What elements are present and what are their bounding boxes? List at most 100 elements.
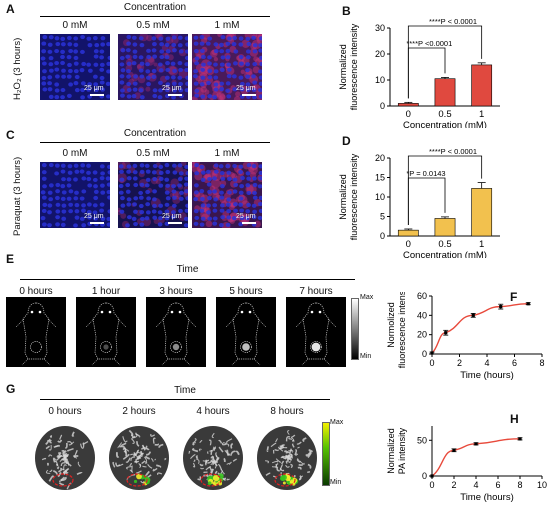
- nucleus: [138, 36, 144, 41]
- tissue-texture: [68, 441, 75, 446]
- tissue-texture: [211, 432, 215, 439]
- tissue-texture: [274, 449, 279, 452]
- nucleus: [245, 62, 251, 67]
- nucleus: [107, 209, 110, 214]
- tissue-texture: [215, 452, 218, 458]
- scale-label: 25 μm: [162, 85, 182, 92]
- nucleus: [258, 48, 262, 53]
- nucleus: [232, 189, 238, 194]
- tissue-texture: [285, 454, 293, 462]
- nucleus: [232, 163, 238, 169]
- nucleus: [60, 54, 65, 60]
- nucleus: [48, 183, 54, 188]
- tissue-texture: [122, 454, 130, 460]
- nucleus: [68, 48, 74, 54]
- nucleus: [238, 75, 244, 80]
- panel-c-col-1: 0.5 mM: [136, 148, 170, 159]
- nucleus: [158, 183, 164, 188]
- nucleus: [194, 162, 200, 168]
- tissue-texture: [198, 448, 202, 452]
- nucleus: [213, 69, 219, 74]
- tissue-texture: [141, 460, 146, 465]
- nucleus: [194, 215, 200, 221]
- nucleus: [233, 202, 238, 207]
- nucleus: [151, 68, 157, 74]
- tissue-texture: [217, 464, 223, 471]
- nucleus: [99, 202, 105, 207]
- nucleus: [119, 62, 125, 67]
- mouse-eye: [240, 310, 244, 314]
- nucleus: [251, 163, 257, 169]
- y-tick-label: 0: [422, 349, 427, 359]
- nucleus: [259, 61, 262, 67]
- nucleus: [225, 41, 231, 46]
- x-axis-label: Time (hours): [460, 492, 514, 503]
- panel-g-header-rule: [40, 399, 330, 400]
- bar: [434, 218, 456, 237]
- nucleus: [205, 41, 211, 46]
- nucleus: [100, 171, 105, 176]
- tissue-texture: [130, 456, 135, 461]
- nucleus: [100, 216, 106, 221]
- nucleus: [199, 82, 205, 87]
- nucleus: [172, 48, 177, 53]
- tissue-texture: [232, 458, 238, 462]
- tissue-texture: [80, 443, 85, 449]
- tissue-texture: [54, 460, 59, 466]
- nucleus: [164, 88, 170, 93]
- nucleus: [201, 54, 206, 60]
- nucleus: [193, 35, 199, 40]
- panel-letter-g: G: [6, 382, 16, 396]
- y-tick-label: 0: [380, 231, 385, 241]
- nucleus: [145, 202, 151, 207]
- tissue-texture: [125, 457, 131, 463]
- tissue-texture: [193, 459, 196, 463]
- nucleus: [238, 202, 244, 207]
- tissue-texture: [57, 439, 63, 443]
- nucleus: [246, 41, 252, 47]
- nucleus: [73, 36, 79, 41]
- nucleus: [60, 95, 65, 100]
- panel-e-col-2: 3 hours: [159, 286, 193, 297]
- tissue-texture: [281, 460, 285, 465]
- nucleus: [177, 75, 183, 80]
- tissue-texture: [60, 476, 67, 482]
- tissue-texture: [147, 463, 153, 469]
- nucleus: [238, 190, 244, 195]
- tissue-texture: [145, 470, 150, 477]
- nucleus: [206, 210, 211, 215]
- nucleus: [73, 196, 79, 201]
- nucleus: [138, 203, 144, 209]
- panel-letter-d: D: [342, 134, 351, 148]
- nucleus: [245, 82, 251, 87]
- nucleus: [66, 183, 72, 188]
- nucleus: [48, 55, 54, 61]
- nucleus: [159, 54, 165, 60]
- nucleus: [239, 61, 244, 66]
- nucleus: [207, 75, 213, 80]
- nucleus: [185, 171, 188, 176]
- pa-signal: [282, 481, 286, 485]
- tissue-texture: [156, 464, 162, 468]
- nucleus: [119, 169, 124, 174]
- nucleus: [193, 74, 198, 79]
- nucleus: [171, 95, 176, 100]
- nucleus: [125, 182, 131, 188]
- nucleus: [67, 42, 73, 47]
- nucleus: [171, 81, 177, 86]
- mouse-eye: [178, 310, 182, 314]
- nucleus: [40, 216, 46, 221]
- tissue-texture: [150, 433, 156, 437]
- cytoplasm-signal: [233, 96, 241, 100]
- nucleus: [107, 195, 110, 200]
- nucleus: [74, 74, 80, 80]
- nucleus: [200, 216, 206, 221]
- nucleus: [178, 171, 184, 176]
- nucleus: [41, 195, 47, 200]
- panel-letter-f: F: [510, 290, 518, 304]
- tissue-texture: [286, 448, 292, 454]
- region-marker: [52, 473, 74, 487]
- panel-c-header-rule: [40, 142, 270, 143]
- tissue-texture: [210, 455, 214, 459]
- nucleus: [258, 36, 262, 41]
